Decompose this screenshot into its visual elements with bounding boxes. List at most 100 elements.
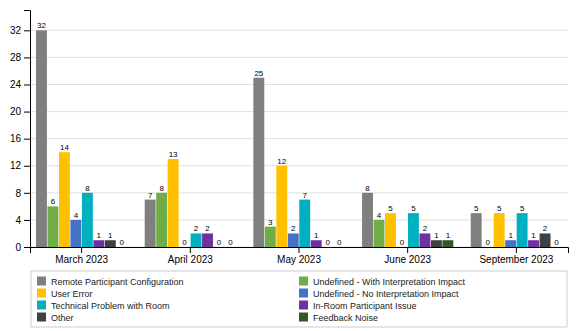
legend-swatch <box>37 313 46 322</box>
bar <box>36 30 47 247</box>
legend-item: Remote Participant Configuration <box>37 277 184 287</box>
y-tick: 16 <box>10 133 30 144</box>
data-label: 5 <box>520 204 525 213</box>
y-tick-mark <box>24 193 30 194</box>
chart: 3272585683401413125540201827551212110012… <box>0 0 578 331</box>
y-tick-label: 12 <box>10 160 22 171</box>
x-tick: June 2023 <box>384 247 431 265</box>
y-tick-mark <box>24 84 30 85</box>
legend-label: Undefined - No Interpretation Impact <box>313 289 459 299</box>
bar <box>431 240 442 247</box>
data-label: 2 <box>291 224 296 233</box>
x-tick-label: March 2023 <box>55 254 108 265</box>
y-tick-label: 0 <box>15 242 21 253</box>
bar <box>93 240 104 247</box>
data-label: 7 <box>148 191 153 200</box>
bar <box>156 193 167 247</box>
grid-line <box>30 84 568 85</box>
data-label: 8 <box>85 184 90 193</box>
legend: Remote Participant Configuration Undefine… <box>31 271 567 327</box>
data-label: 0 <box>120 238 125 247</box>
data-label: 25 <box>254 69 263 78</box>
bar <box>362 193 373 247</box>
y-tick: 12 <box>10 160 30 171</box>
data-label: 1 <box>446 231 451 240</box>
grid-line <box>30 165 568 166</box>
data-label: 6 <box>51 197 56 206</box>
grid <box>30 30 568 247</box>
legend-item: Undefined - No Interpretation Impact <box>299 289 459 299</box>
grid-line <box>30 192 568 193</box>
data-label: 8 <box>159 184 164 193</box>
bar <box>168 159 179 247</box>
y-tick-label: 8 <box>15 188 21 199</box>
data-label: 5 <box>388 204 393 213</box>
y-axis: 0 4 8 12 16 20 24 28 32 <box>10 11 31 253</box>
y-tick-mark <box>24 247 30 248</box>
legend-item: In-Room Participant Issue <box>299 301 417 311</box>
x-tick: September 2023 <box>479 247 553 265</box>
bar <box>276 166 287 247</box>
data-label: 0 <box>228 238 233 247</box>
x-axis: March 2023 April 2023 May 2023 June 2023 Sep… <box>31 247 569 265</box>
data-label: 32 <box>37 21 46 30</box>
bar <box>59 152 70 247</box>
bar <box>385 213 396 247</box>
data-label: 1 <box>97 231 102 240</box>
x-tick-label: June 2023 <box>384 254 431 265</box>
bar <box>47 206 58 247</box>
grid-line <box>30 138 568 139</box>
data-label: 1 <box>314 231 319 240</box>
data-label: 2 <box>194 224 199 233</box>
y-tick: 32 <box>10 25 30 36</box>
bar <box>145 200 156 247</box>
data-label: 14 <box>60 143 69 152</box>
data-label: 0 <box>337 238 342 247</box>
y-tick-label: 4 <box>15 215 21 226</box>
bar <box>70 220 81 247</box>
legend-swatch <box>299 301 308 310</box>
y-tick-label: 24 <box>10 79 22 90</box>
bar <box>265 227 276 247</box>
bar <box>288 233 299 247</box>
bar <box>442 240 453 247</box>
bar <box>299 200 310 247</box>
x-tick-label: April 2023 <box>168 254 213 265</box>
y-tick-label: 20 <box>10 106 22 117</box>
x-tick: April 2023 <box>168 247 213 265</box>
data-label: 0 <box>554 238 559 247</box>
legend-item: Technical Problem with Room <box>37 301 170 311</box>
data-label: 2 <box>543 224 548 233</box>
data-label: 5 <box>411 204 416 213</box>
legend-label: Technical Problem with Room <box>51 301 170 311</box>
x-tick: March 2023 <box>55 247 108 265</box>
legend-swatch <box>299 277 308 286</box>
data-label: 8 <box>365 184 370 193</box>
y-tick-label: 16 <box>10 133 22 144</box>
data-label: 1 <box>508 231 513 240</box>
data-label: 13 <box>169 150 178 159</box>
bar <box>191 233 202 247</box>
data-label: 4 <box>377 211 382 220</box>
data-label: 12 <box>277 157 286 166</box>
x-tick: May 2023 <box>277 247 321 265</box>
y-tick: 20 <box>10 106 30 117</box>
data-label: 1 <box>108 231 113 240</box>
bars <box>36 30 551 247</box>
data-label: 0 <box>485 238 490 247</box>
legend-swatch <box>299 289 308 298</box>
x-tick-mark <box>81 247 82 253</box>
data-label: 7 <box>303 191 308 200</box>
y-tick-mark <box>24 112 30 113</box>
y-tick: 0 <box>15 242 30 253</box>
data-labels: 3272585683401413125540201827551212110012… <box>37 21 559 247</box>
grid-line <box>30 219 568 220</box>
y-axis-line <box>24 11 31 248</box>
data-label: 1 <box>434 231 439 240</box>
x-tick-mark <box>407 247 408 253</box>
data-label: 1 <box>531 231 536 240</box>
bar <box>505 240 516 247</box>
legend-label: In-Room Participant Issue <box>313 301 417 311</box>
y-tick-label: 28 <box>10 52 22 63</box>
legend-frame <box>31 271 567 327</box>
